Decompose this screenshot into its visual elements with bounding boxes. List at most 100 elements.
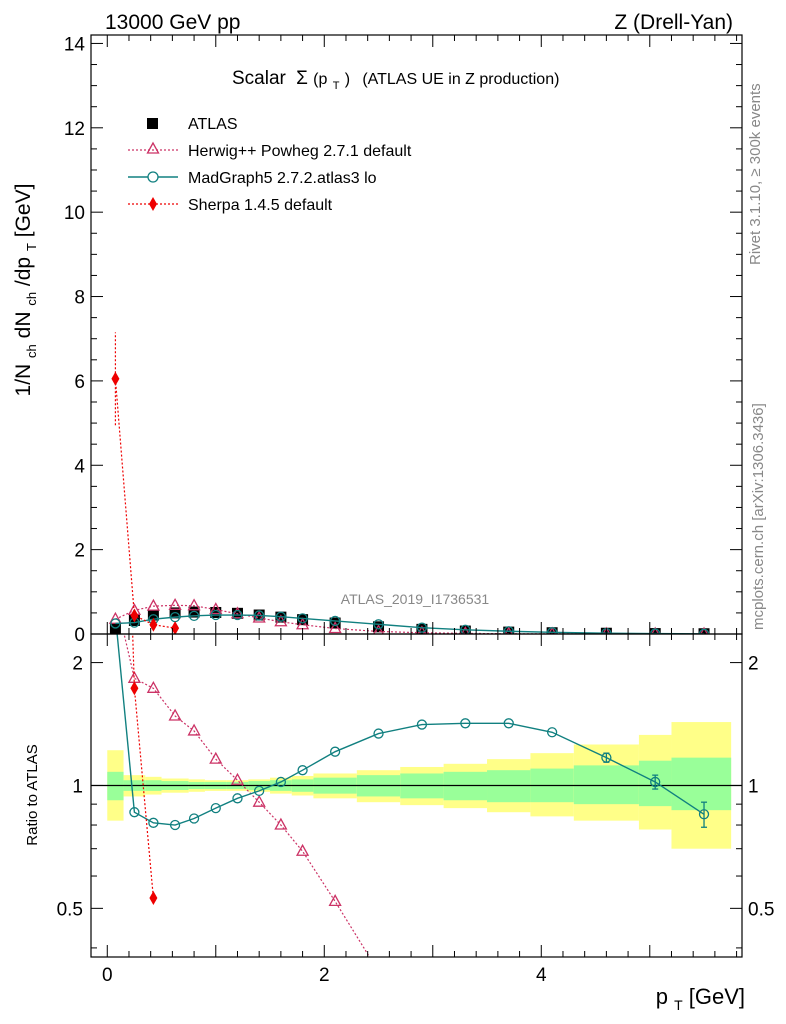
legend-label-atlas: ATLAS [188,116,238,133]
main-line-herwig [115,604,705,634]
main-y-axis-label: 1/N ch dN ch /dp T [GeV] [12,184,41,397]
main-point-madgraph [254,610,265,621]
ylabel-part-4: ch [24,292,39,306]
ratio-point-madgraph [129,807,140,818]
ratio-point-madgraph [232,793,243,804]
ratio-frame [90,633,743,958]
legend-label-madgraph: MadGraph5 2.7.2.atlas3 lo [188,170,377,187]
legend: ATLAS Herwig++ Powheg 2.7.1 default MadG… [128,116,412,214]
ratio-point-herwig [295,843,310,856]
ratio-line-herwig [123,634,371,957]
main-point-madgraph [373,619,384,630]
legend-label-sherpa: Sherpa 1.4.5 default [188,197,333,214]
main-point-data [649,628,661,634]
main-point-data [373,621,385,633]
analysis-id-label: ATLAS_2019_I1736531 [341,591,490,607]
main-point-madgraph [329,615,341,627]
main-ytick-label: 0 [74,625,85,646]
ylabel-part-7: [GeV] [12,184,35,238]
ylabel-part-6: T [24,243,39,251]
legend-marker-sherpa [149,197,157,211]
title-sigma-symbol: Σ [296,68,308,89]
legend-marker-atlas [147,118,158,129]
ratio-ytick-label-left: 1 [72,776,83,797]
ratio-point-sherpa [130,681,139,696]
ratio-point-herwig [187,723,201,736]
main-point-herwig [146,598,160,611]
header-left-label: 13000 GeV pp [105,11,240,34]
ratio-point-herwig [230,772,245,785]
title-close: ) [345,71,350,88]
ratio-plot-area [116,634,710,957]
x-axis-label: p T [GeV] [656,984,745,1015]
main-point-madgraph [232,609,243,621]
main-point-madgraph [297,613,308,624]
main-point-data [503,626,515,634]
legend-entry-madgraph: MadGraph5 2.7.2.atlas3 lo [128,170,377,187]
band-inner-bin [671,757,732,811]
main-ytick-label: 6 [74,372,85,393]
legend-entry-herwig: Herwig++ Powheg 2.7.1 default [128,141,412,160]
main-point-herwig [252,610,266,623]
ratio-point-herwig [252,794,266,807]
ratio-point-madgraph [297,765,308,776]
ratio-ytick-label-left: 0.5 [57,899,83,920]
main-point-data [109,623,121,634]
main-point-sherpa [171,621,180,634]
ratio-uncertainty-bands [91,722,742,849]
main-point-data [188,606,200,618]
ratio-point-madgraph [460,718,471,729]
mcplots-label: mcplots.cern.ch [arXiv:1306.3436] [750,403,767,630]
main-ytick-label: 12 [64,119,85,140]
main-point-madgraph [210,609,221,621]
main-ytick-label: 4 [74,456,85,477]
title-suffix: (ATLAS UE in Z production) [362,71,559,88]
main-point-herwig [504,626,513,634]
ratio-point-madgraph [329,746,341,757]
ratio-point-madgraph [148,817,159,828]
band-inner-bin [573,765,639,805]
main-point-herwig [373,624,384,634]
main-point-madgraph [110,618,121,629]
ratio-point-madgraph [416,719,428,730]
main-point-data [416,623,428,634]
ratio-ytick-label-left: 2 [72,654,83,675]
ratio-ytick-label-right: 2 [748,654,759,675]
legend-entry-atlas: ATLAS [147,116,238,133]
main-point-herwig [168,597,182,610]
ratio-ytick-label-right: 0.5 [748,899,774,920]
main-point-madgraph [460,624,471,634]
ratio-point-sherpa [149,891,158,906]
main-point-herwig [460,626,470,634]
legend-marker-madgraph [147,171,159,183]
main-line-sherpa [114,378,176,629]
ratio-line-madgraph [116,634,705,826]
ratio-point-herwig [274,817,288,830]
title-arg: (p [313,71,327,88]
main-point-data [698,628,710,634]
main-point-madgraph [546,627,558,634]
header-right-label: Z (Drell-Yan) [614,11,733,34]
ylabel-part-3: dN [12,312,35,339]
xlabel-p: p [656,984,668,1009]
main-panel-title: Scalar Σ (p T ) (ATLAS UE in Z productio… [232,68,559,94]
main-point-herwig [699,626,709,634]
main-point-madgraph [188,610,200,622]
ratio-point-madgraph [503,718,514,729]
band-inner-bin [487,770,531,803]
main-point-herwig [230,606,245,619]
ratio-ytick-label-right: 1 [748,776,759,797]
ratio-point-madgraph [169,819,181,831]
legend-entry-sherpa: Sherpa 1.4.5 default [128,197,333,214]
ratio-point-herwig [168,708,182,721]
ratio-point-herwig [146,680,160,693]
ylabel-part-2: ch [24,344,39,358]
ratio-point-herwig [328,894,342,907]
ylabel-part-5: /dp [12,257,35,286]
main-point-madgraph [275,611,287,622]
ratio-point-madgraph [546,727,558,738]
legend-label-herwig: Herwig++ Powheg 2.7.1 default [188,143,412,160]
rivet-version-label: Rivet 3.1.10, ≥ 300k events [747,83,764,265]
